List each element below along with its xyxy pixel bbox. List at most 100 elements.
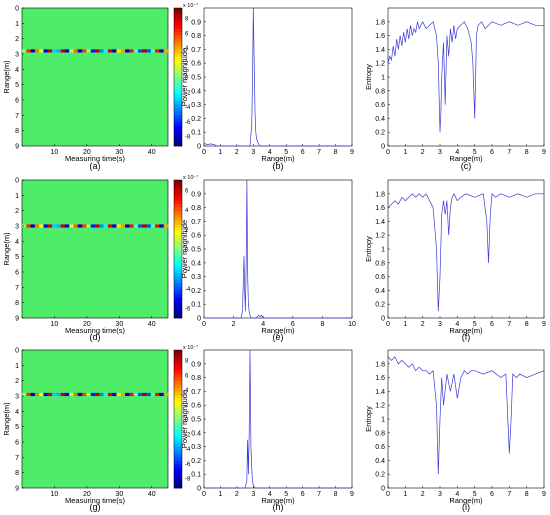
colorbar-tick-label: 6	[185, 189, 189, 195]
colorbar-tick-label: 2	[185, 61, 189, 67]
heatmap-band-cell	[142, 49, 147, 53]
x-tick-label: 2	[232, 321, 236, 328]
x-tick-label: 3	[251, 149, 255, 156]
heatmap-band-cell	[69, 49, 74, 53]
x-tick-label: 3	[438, 491, 442, 498]
x-tick-label: 20	[83, 149, 91, 156]
colorbar-cell	[174, 276, 182, 281]
heatmap-band-cell	[129, 224, 134, 228]
colorbar-cell	[174, 377, 182, 382]
y-tick-label: 0.4	[375, 116, 385, 123]
x-tick-label: 30	[115, 149, 123, 156]
heatmap-band-cell	[150, 224, 156, 228]
y-tick-label: 0	[381, 316, 385, 323]
colorbar-cell	[174, 39, 182, 43]
x-tick-label: 2	[235, 149, 239, 156]
colorbar-cell	[174, 8, 182, 12]
x-tick-label: 8	[525, 491, 529, 498]
x-tick-label: 1	[403, 149, 407, 156]
colorbar-cell	[174, 193, 182, 198]
y-tick-label: 0.4	[375, 458, 385, 465]
heatmap-area	[21, 349, 169, 489]
y-tick-label: 0.4	[375, 288, 385, 295]
panel-c: (c) 0 1 2 3 4 5 6 7 8 9 0 0.2 0.4 0.6 0.8 1 1.2 1.4 1.6 1.8 R…	[364, 7, 546, 171]
heatmap-band-cell	[125, 224, 130, 228]
y-tick-label: 0	[197, 316, 201, 323]
colorbar-tick-label: -2	[185, 267, 191, 273]
heatmap-band-cell	[155, 392, 160, 397]
y-tick-label: 0.1	[191, 130, 201, 137]
colorbar-tick-label: 2	[185, 228, 189, 234]
y-tick-label: 5	[15, 424, 19, 431]
colorbar-cell	[174, 63, 182, 68]
heatmap-band-cell	[159, 49, 165, 53]
heatmap-band-cell	[163, 392, 169, 397]
heatmap-band-cell	[73, 224, 79, 228]
x-tick-label: 5	[284, 491, 288, 498]
colorbar-cell	[174, 293, 182, 298]
y-tick-label: 0.7	[191, 219, 201, 226]
heatmap-band-cell	[47, 392, 53, 397]
colorbar-tick-label: -8	[185, 477, 191, 483]
heatmap-band-cell	[22, 392, 27, 397]
y-tick-label: 1.8	[375, 361, 385, 368]
panel-caption: (h)	[273, 502, 284, 512]
x-tick-label: 0	[202, 149, 206, 156]
heatmap-band-cell	[120, 49, 126, 53]
heatmap-band-cell	[99, 392, 104, 397]
heatmap-band-cell	[86, 49, 92, 53]
heatmap-band-cell	[137, 49, 143, 53]
y-tick-label: 8	[15, 128, 19, 135]
panel-caption: (c)	[461, 161, 472, 171]
heatmap-band-cell	[146, 392, 152, 397]
series-line	[387, 21, 544, 133]
plot-area	[203, 349, 353, 489]
x-tick-label: 0	[202, 491, 206, 498]
colorbar-cell	[174, 283, 182, 288]
colorbar-cell	[174, 190, 182, 195]
y-tick-label: 0.4	[191, 430, 201, 437]
colorbar-cell	[174, 132, 182, 137]
heatmap-band-cell	[64, 224, 70, 228]
x-tick-label: 4	[455, 491, 459, 498]
heatmap-band-cell	[120, 392, 126, 397]
y-tick-label: 0.4	[191, 88, 201, 95]
x-tick-label: 9	[542, 321, 546, 328]
colorbar-cell	[174, 398, 182, 403]
x-tick-label: 0	[202, 321, 206, 328]
x-tick-label: 8	[334, 149, 338, 156]
colorbar-cell	[174, 360, 182, 365]
y-tick-label: 0.8	[375, 430, 385, 437]
colorbar-tick-label: -8	[185, 135, 191, 141]
colorbar-cell	[174, 350, 182, 354]
x-tick-label: 2	[235, 491, 239, 498]
colorbar-cell	[174, 214, 182, 219]
x-tick-label: 3	[251, 491, 255, 498]
y-tick-label: 0.8	[375, 88, 385, 95]
y-axis-label: Power magnitude	[180, 220, 189, 278]
heatmap-band-cell	[47, 49, 53, 53]
colorbar-cell	[174, 87, 182, 92]
heatmap-band-cell	[34, 49, 40, 53]
heatmap-band-cell	[103, 392, 109, 397]
heatmap-band-cell	[95, 224, 100, 228]
x-tick-label: 9	[542, 491, 546, 498]
y-tick-label: 2	[15, 36, 19, 43]
colorbar-tick-label: 0	[185, 76, 189, 82]
heatmap-band-cell	[86, 224, 92, 228]
colorbar-cell	[174, 363, 182, 368]
heatmap-band-cell	[30, 49, 36, 53]
y-tick-label: 0.2	[191, 288, 201, 295]
heatmap-band-cell	[39, 392, 44, 397]
x-tick-label: 10	[348, 321, 356, 328]
x-axis-label: Range(m)	[449, 154, 483, 163]
colorbar-tick-label: -4	[185, 105, 191, 111]
heatmap-band-cell	[133, 224, 139, 228]
x-tick-label: 30	[115, 321, 123, 328]
colorbar-cell	[174, 429, 182, 434]
colorbar-cell	[174, 481, 182, 485]
x-tick-label: 0	[386, 321, 390, 328]
colorbar-cell	[174, 286, 182, 291]
x-tick-label: 10	[51, 149, 59, 156]
